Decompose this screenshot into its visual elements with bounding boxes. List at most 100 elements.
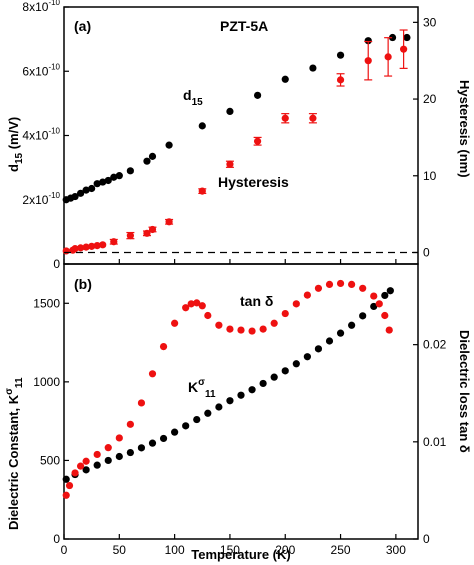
tan-delta-point bbox=[198, 302, 206, 310]
k11-point bbox=[336, 329, 345, 337]
d15-point bbox=[403, 33, 411, 42]
tan-delta-point bbox=[115, 434, 123, 442]
d15-point bbox=[281, 75, 289, 83]
xtick-label: 150 bbox=[220, 543, 240, 557]
d15-point bbox=[76, 189, 85, 197]
d15-point bbox=[88, 184, 96, 193]
ytick-left-label: 6x10-10 bbox=[22, 62, 60, 78]
panel-b-xlabel: Temperature (K) bbox=[191, 547, 290, 562]
d15-point bbox=[104, 176, 112, 185]
tan-delta-point bbox=[270, 319, 278, 327]
ytick-left-label: 4x10-10 bbox=[22, 127, 60, 143]
k11-point bbox=[137, 444, 146, 452]
tan-delta-point bbox=[104, 444, 112, 452]
tan-delta-point bbox=[148, 370, 157, 378]
k11-point bbox=[148, 439, 157, 447]
tan-delta-point bbox=[159, 342, 168, 351]
hysteresis-point bbox=[148, 225, 157, 234]
ytick-left-label: 500 bbox=[40, 453, 60, 467]
d15-point bbox=[309, 64, 317, 72]
panel-a-title: PZT-5A bbox=[220, 18, 268, 34]
tan-delta-point bbox=[348, 280, 356, 289]
panel-b-label: (b) bbox=[74, 276, 92, 292]
d15-point bbox=[148, 152, 157, 160]
panel-b-ylabel-left: Dielectric Constant, Kσ11 bbox=[4, 377, 25, 530]
k11-point bbox=[115, 452, 123, 461]
tan-delta-point bbox=[171, 319, 179, 327]
panel-a-plot: (a) PZT-5A 0 2x10-10 4x10-10 6x10-10 8x10-10… bbox=[6, 0, 472, 271]
xtick-label: 50 bbox=[113, 543, 127, 557]
tan-delta-point bbox=[359, 284, 367, 292]
tan-delta-point bbox=[193, 299, 201, 307]
ytick-right-label: 0.01 bbox=[423, 435, 447, 449]
d15-point bbox=[336, 51, 345, 59]
tan-delta-point bbox=[82, 457, 90, 465]
k11-point bbox=[292, 360, 300, 368]
tan-delta-point bbox=[182, 304, 190, 312]
hysteresis-point bbox=[126, 232, 134, 240]
tan-delta-point bbox=[137, 399, 146, 407]
k11-point bbox=[171, 428, 179, 436]
hysteresis-point bbox=[281, 114, 289, 122]
hysteresis-point bbox=[364, 57, 372, 65]
ytick-left-label: 8x10-10 bbox=[22, 0, 60, 14]
d15-point bbox=[99, 178, 107, 186]
tan-delta-point bbox=[204, 311, 212, 320]
k11-point bbox=[348, 321, 356, 329]
d15-point bbox=[226, 107, 234, 116]
k11-point bbox=[104, 456, 112, 465]
tan-delta-point bbox=[65, 481, 74, 490]
k11-point bbox=[359, 312, 367, 320]
tan-delta-point bbox=[281, 309, 289, 318]
tan-delta-point bbox=[314, 284, 323, 292]
panel-b-plot: (b) 0 500 1000 1500 0 0.01 0.02 0 50 100 150 200 250… bbox=[4, 263, 472, 562]
d15-point bbox=[93, 180, 101, 188]
k11-point bbox=[126, 448, 134, 457]
xtick-label: 0 bbox=[61, 543, 68, 557]
hysteresis-point bbox=[110, 238, 118, 246]
tan-delta-point bbox=[292, 300, 300, 308]
ytick-left-label: 0 bbox=[53, 257, 60, 271]
ytick-left-label: 1000 bbox=[33, 375, 60, 389]
hysteresis-point bbox=[76, 244, 85, 252]
tan-delta-point bbox=[226, 325, 234, 333]
k11-point bbox=[204, 409, 212, 417]
hysteresis-point bbox=[93, 241, 101, 250]
d15-point bbox=[110, 173, 118, 181]
panel-b-ylabel-right: Dielectric loss tan δ bbox=[457, 330, 472, 453]
tan-delta-point bbox=[325, 280, 334, 289]
k11-point bbox=[237, 391, 245, 399]
k11-point bbox=[93, 461, 101, 469]
panel-a-ylabel-left: d15 (m/V) bbox=[6, 117, 25, 172]
d15-point bbox=[143, 157, 151, 165]
hysteresis-point bbox=[71, 245, 79, 253]
d15-point bbox=[71, 192, 79, 201]
tan-delta-point bbox=[248, 327, 256, 335]
xtick-label: 250 bbox=[331, 543, 351, 557]
hysteresis-annotation: Hysteresis bbox=[218, 174, 289, 190]
ytick-right-label: 10 bbox=[423, 169, 437, 183]
panel-b-frame bbox=[63, 263, 419, 540]
tan-delta-point bbox=[303, 291, 311, 299]
tan-delta-point bbox=[259, 325, 267, 333]
hysteresis-point bbox=[384, 53, 392, 61]
tan-delta-point bbox=[126, 420, 134, 428]
hysteresis-point bbox=[88, 242, 96, 250]
d15-point bbox=[126, 167, 134, 175]
hysteresis-point bbox=[226, 160, 234, 168]
xtick-label: 200 bbox=[275, 543, 295, 557]
d15-point bbox=[198, 122, 206, 130]
k11-point bbox=[386, 287, 394, 295]
tan-delta-point bbox=[370, 292, 378, 300]
d15-point bbox=[82, 186, 90, 194]
ytick-right-label: 20 bbox=[423, 92, 437, 106]
d15-point bbox=[253, 91, 262, 99]
hysteresis-point bbox=[198, 187, 206, 195]
ytick-left-label: 1500 bbox=[33, 296, 60, 310]
tan-delta-point bbox=[93, 450, 101, 459]
k11-point bbox=[182, 422, 190, 430]
d15-annotation: d15 bbox=[183, 87, 203, 108]
ytick-right-label: 30 bbox=[423, 15, 437, 29]
tan-delta-point bbox=[237, 326, 245, 334]
